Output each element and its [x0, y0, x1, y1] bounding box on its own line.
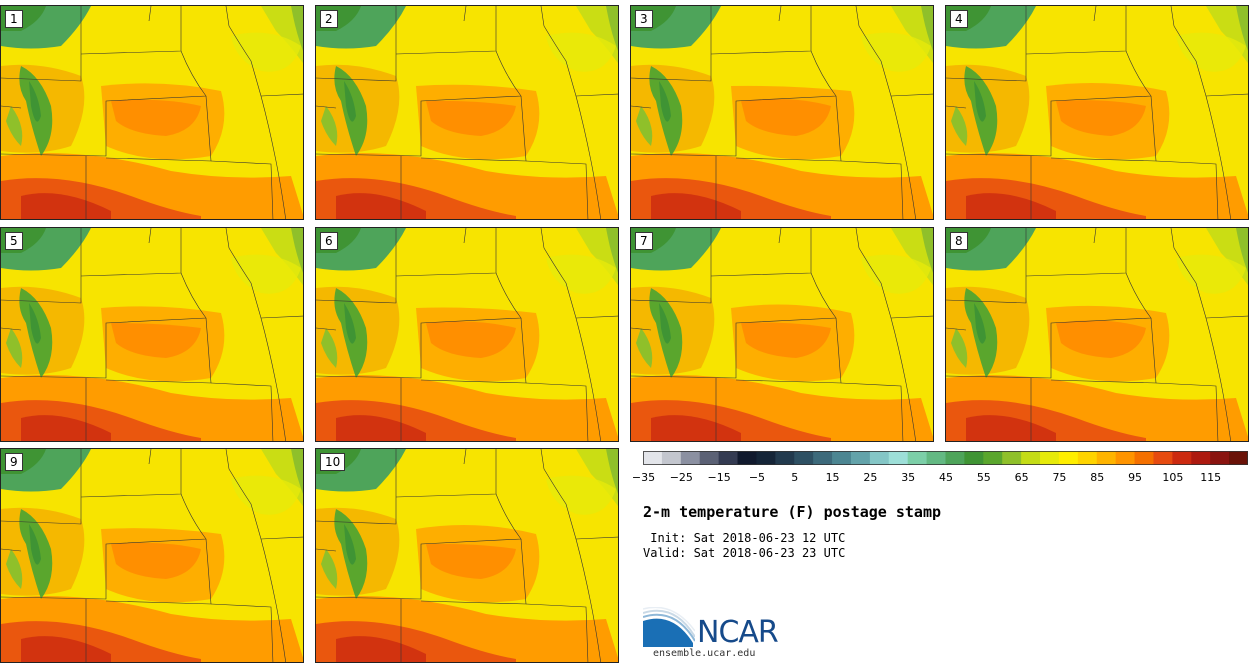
colorbar-tick-label: −5 [748, 471, 766, 484]
colorbar-tick-label: 45 [939, 471, 953, 484]
member-number-label: 1 [5, 10, 23, 28]
colorbar-swatch [983, 451, 1003, 465]
colorbar-swatch [1040, 451, 1060, 465]
member-number-label: 5 [5, 232, 23, 250]
ncar-logo-text: NCAR [697, 615, 779, 650]
ensemble-member-panel: 5 [0, 227, 304, 442]
map-title: 2-m temperature (F) postage stamp [643, 503, 942, 521]
colorbar-tick-label: 35 [901, 471, 916, 484]
colorbar-swatch [813, 451, 833, 465]
colorbar-swatch [680, 451, 701, 465]
colorbar-swatch [945, 451, 965, 465]
colorbar-swatch [718, 451, 739, 465]
ensemble-member-panel: 3 [630, 5, 934, 220]
ensemble-member-panel: 10 [315, 448, 619, 663]
ensemble-member-panel: 9 [0, 448, 304, 663]
member-number-label: 9 [5, 453, 23, 471]
init-time: Init: Sat 2018-06-23 12 UTC [643, 531, 846, 545]
colorbar-tick-label: 115 [1200, 471, 1222, 484]
colorbar-tick-label: 55 [976, 471, 991, 484]
colorbar-tick-label: −15 [707, 471, 731, 484]
colorbar-swatch [1134, 451, 1154, 465]
colorbar-swatch [1002, 451, 1022, 465]
member-number-label: 2 [320, 10, 338, 28]
colorbar-swatch [737, 451, 757, 465]
colorbar-swatch [1172, 451, 1192, 465]
colorbar-tick-label: 95 [1128, 471, 1143, 484]
colorbar-tick-label: 85 [1090, 471, 1105, 484]
colorbar-tick-label: 75 [1052, 471, 1067, 484]
colorbar-swatch [794, 451, 814, 465]
ncar-logo-icon [643, 607, 695, 647]
colorbar-swatch [1210, 451, 1230, 465]
member-number-label: 10 [320, 453, 346, 471]
ensemble-member-panel: 4 [945, 5, 1249, 220]
colorbar-tick-label: −35 [631, 471, 656, 484]
colorbar-swatch [926, 451, 946, 465]
colorbar-swatch [964, 451, 984, 465]
member-number-label: 6 [320, 232, 338, 250]
member-number-label: 4 [950, 10, 968, 28]
colorbar-swatch [1115, 451, 1136, 465]
colorbar-tick-label: 25 [863, 471, 878, 484]
colorbar-swatch [850, 451, 871, 465]
ensemble-member-panel: 7 [630, 227, 934, 442]
colorbar-swatch [1021, 451, 1041, 465]
colorbar-tick-label: 5 [791, 471, 799, 484]
valid-time: Valid: Sat 2018-06-23 23 UTC [643, 546, 846, 560]
colorbar-tick-label: −25 [669, 471, 693, 484]
ensemble-member-panel: 1 [0, 5, 304, 220]
member-number-label: 3 [635, 10, 653, 28]
colorbar-tick-label: 15 [825, 471, 840, 484]
colorbar-swatch [1077, 451, 1098, 465]
colorbar-tick-label: 65 [1014, 471, 1029, 484]
ensemble-member-panel: 6 [315, 227, 619, 442]
member-number-label: 7 [635, 232, 653, 250]
colorbar-swatch [775, 451, 795, 465]
colorbar-swatch [643, 451, 663, 465]
colorbar-swatch [661, 451, 682, 465]
colorbar-swatch [832, 451, 852, 465]
colorbar-swatch [699, 451, 720, 465]
temperature-colorbar [643, 451, 1248, 465]
ensemble-member-panel: 2 [315, 5, 619, 220]
source-url: ensemble.ucar.edu [653, 648, 756, 659]
colorbar-swatch [888, 451, 909, 465]
colorbar-tick-label: 105 [1162, 471, 1184, 484]
colorbar-swatch [1191, 451, 1211, 465]
colorbar-swatch [1058, 451, 1079, 465]
colorbar-swatch [1229, 451, 1248, 465]
colorbar-swatch [1096, 451, 1117, 465]
ensemble-member-panel: 8 [945, 227, 1249, 442]
colorbar-swatch [869, 451, 890, 465]
colorbar-swatch [756, 451, 776, 465]
member-number-label: 8 [950, 232, 968, 250]
colorbar-swatch [1153, 451, 1173, 465]
colorbar-swatch [907, 451, 928, 465]
